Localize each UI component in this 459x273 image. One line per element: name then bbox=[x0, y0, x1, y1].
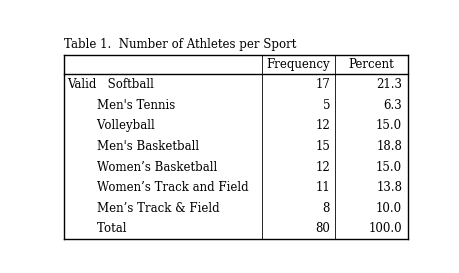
Polygon shape bbox=[64, 219, 407, 239]
Text: 13.8: 13.8 bbox=[375, 181, 401, 194]
Text: Valid   Softball: Valid Softball bbox=[67, 78, 154, 91]
Text: 21.3: 21.3 bbox=[375, 78, 401, 91]
Text: Women’s Basketball: Women’s Basketball bbox=[67, 161, 217, 174]
Text: 80: 80 bbox=[314, 222, 330, 235]
Polygon shape bbox=[64, 177, 407, 198]
Text: Total: Total bbox=[67, 222, 127, 235]
Text: Men's Tennis: Men's Tennis bbox=[67, 99, 175, 112]
Text: Volleyball: Volleyball bbox=[67, 119, 155, 132]
Text: 5: 5 bbox=[322, 99, 330, 112]
Text: Men's Basketball: Men's Basketball bbox=[67, 140, 199, 153]
Text: 10.0: 10.0 bbox=[375, 202, 401, 215]
Text: 6.3: 6.3 bbox=[383, 99, 401, 112]
Text: 15.0: 15.0 bbox=[375, 161, 401, 174]
Text: 8: 8 bbox=[322, 202, 330, 215]
Text: 12: 12 bbox=[314, 119, 330, 132]
Text: Frequency: Frequency bbox=[266, 58, 330, 71]
Text: 12: 12 bbox=[314, 161, 330, 174]
Text: Table 1.  Number of Athletes per Sport: Table 1. Number of Athletes per Sport bbox=[64, 38, 296, 51]
Text: 15: 15 bbox=[314, 140, 330, 153]
Polygon shape bbox=[64, 136, 407, 157]
Polygon shape bbox=[64, 198, 407, 219]
Text: 15.0: 15.0 bbox=[375, 119, 401, 132]
Text: 17: 17 bbox=[314, 78, 330, 91]
Polygon shape bbox=[64, 74, 407, 95]
Polygon shape bbox=[64, 55, 407, 74]
Polygon shape bbox=[64, 157, 407, 177]
Text: 18.8: 18.8 bbox=[375, 140, 401, 153]
Text: 11: 11 bbox=[314, 181, 330, 194]
Polygon shape bbox=[64, 115, 407, 136]
Polygon shape bbox=[64, 95, 407, 115]
Text: Percent: Percent bbox=[348, 58, 393, 71]
Text: 100.0: 100.0 bbox=[368, 222, 401, 235]
Text: Women’s Track and Field: Women’s Track and Field bbox=[67, 181, 249, 194]
Text: Men’s Track & Field: Men’s Track & Field bbox=[67, 202, 219, 215]
